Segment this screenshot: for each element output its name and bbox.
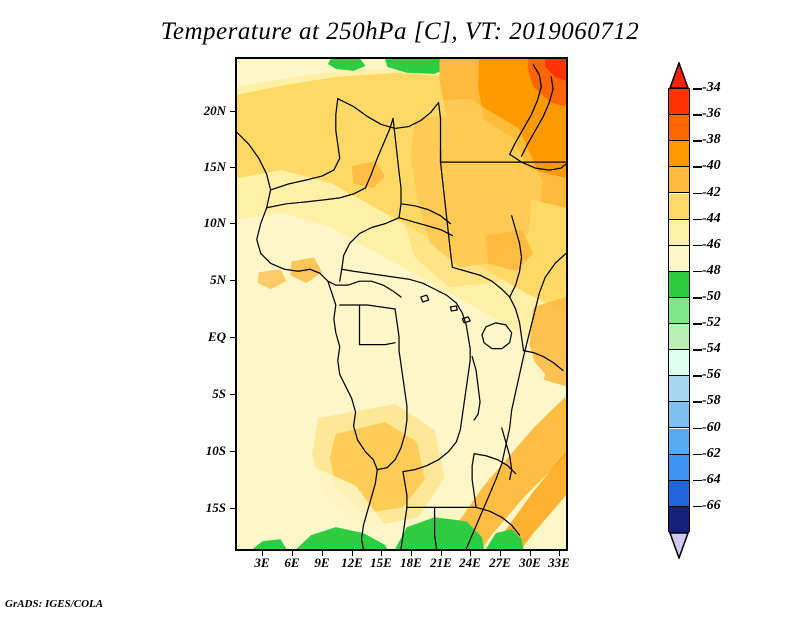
colorbar-tick	[693, 192, 702, 194]
colorbar-label: -34	[702, 80, 721, 95]
y-tick	[230, 280, 235, 281]
y-tick-label: 10S	[205, 443, 226, 458]
x-tick	[292, 551, 293, 556]
colorbar-label: -62	[702, 445, 721, 461]
colorbar: -34 -36 -38 -40 -42 -44 -46 -48 -50 -52 …	[668, 62, 721, 559]
x-tick	[262, 551, 263, 556]
colorbar-band	[669, 454, 689, 481]
colorbar-band	[669, 219, 689, 246]
y-tick-label: 20N	[203, 103, 226, 118]
colorbar-label: -42	[702, 184, 721, 200]
colorbar-tick	[693, 401, 702, 403]
colorbar-tick	[693, 166, 702, 168]
colorbar-band	[669, 506, 689, 533]
y-tick-label: 15S	[205, 500, 226, 515]
colorbar-band	[669, 89, 689, 116]
colorbar-band	[669, 376, 689, 403]
y-tick-label: 5N	[210, 272, 226, 287]
x-tick-label: 24E	[459, 555, 481, 570]
y-tick	[230, 451, 235, 452]
colorbar-label: -54	[702, 341, 721, 357]
y-tick	[230, 508, 235, 509]
x-tick	[352, 551, 353, 556]
y-tick	[230, 337, 235, 338]
colorbar-band	[669, 141, 689, 168]
x-tick	[530, 551, 531, 556]
colorbar-label: -52	[702, 315, 721, 331]
colorbar-label: -58	[702, 393, 721, 409]
x-tick-label: 33E	[548, 555, 570, 570]
colorbar-label: -66	[702, 497, 721, 513]
colorbar-label: -64	[702, 471, 721, 487]
colorbar-label: -60	[702, 419, 721, 435]
x-tick-label: 27E	[489, 555, 511, 570]
colorbar-tick	[693, 479, 702, 482]
y-tick-label: 10N	[203, 215, 226, 230]
colorbar-under-arrow	[668, 532, 690, 559]
x-tick-label: 15E	[370, 555, 392, 570]
colorbar-tick	[693, 88, 702, 90]
x-tick	[470, 551, 471, 556]
colorbar-over-arrow	[668, 62, 690, 89]
x-tick	[441, 551, 442, 556]
y-tick-label: 5S	[212, 386, 226, 401]
x-tick-label: 6E	[284, 555, 300, 570]
colorbar-label: -56	[702, 367, 721, 383]
colorbar-band	[669, 402, 689, 429]
colorbar-tick	[693, 218, 702, 221]
x-tick	[559, 551, 560, 556]
x-tick	[381, 551, 382, 556]
colorbar-band	[669, 428, 689, 455]
colorbar-band	[669, 298, 689, 325]
colorbar-tick	[693, 375, 702, 377]
colorbar-tick	[693, 505, 702, 508]
colorbar-label: -36	[702, 106, 721, 122]
x-tick-label: 3E	[254, 555, 270, 570]
y-tick-label: EQ	[207, 329, 226, 344]
colorbar-tick	[693, 453, 702, 456]
colorbar-tick	[693, 349, 702, 351]
colorbar-band	[669, 350, 689, 377]
x-tick	[500, 551, 501, 556]
y-tick	[230, 111, 235, 112]
x-tick	[322, 551, 323, 556]
credit-text: GrADS: IGES/COLA	[5, 598, 104, 610]
colorbar-band	[669, 480, 689, 507]
y-tick-label: 15N	[203, 159, 226, 174]
map-plot-area	[235, 57, 568, 551]
x-tick-label: 21E	[430, 555, 452, 570]
colorbar-ticks	[690, 62, 702, 558]
chart-title: Temperature at 250hPa [C], VT: 201906071…	[160, 18, 640, 45]
colorbar-bands	[668, 88, 690, 533]
colorbar-tick	[693, 323, 702, 325]
temperature-field	[237, 59, 566, 549]
colorbar-band	[669, 271, 689, 298]
colorbar-label: -46	[702, 236, 721, 252]
colorbar-tick	[693, 297, 702, 299]
x-tick-label: 12E	[341, 555, 363, 570]
colorbar-label: -40	[702, 158, 721, 174]
colorbar-label: -44	[702, 210, 721, 226]
x-tick	[411, 551, 412, 556]
colorbar-band	[669, 193, 689, 220]
colorbar-band	[669, 115, 689, 142]
colorbar-tick	[693, 114, 702, 116]
colorbar-band	[669, 167, 689, 194]
colorbar-tick	[693, 244, 702, 247]
colorbar-label: -38	[702, 132, 721, 148]
x-tick-label: 18E	[400, 555, 422, 570]
colorbar-tick	[693, 270, 702, 273]
y-tick	[230, 167, 235, 168]
colorbar-band	[669, 245, 689, 272]
colorbar-band	[669, 324, 689, 351]
colorbar-label: -50	[702, 289, 721, 304]
x-tick-label: 9E	[314, 555, 330, 570]
colorbar-label: -48	[702, 262, 721, 278]
y-tick	[230, 223, 235, 224]
y-tick	[230, 394, 235, 395]
colorbar-tick	[693, 427, 702, 430]
colorbar-tick	[693, 140, 702, 142]
x-tick-label: 30E	[519, 555, 541, 570]
